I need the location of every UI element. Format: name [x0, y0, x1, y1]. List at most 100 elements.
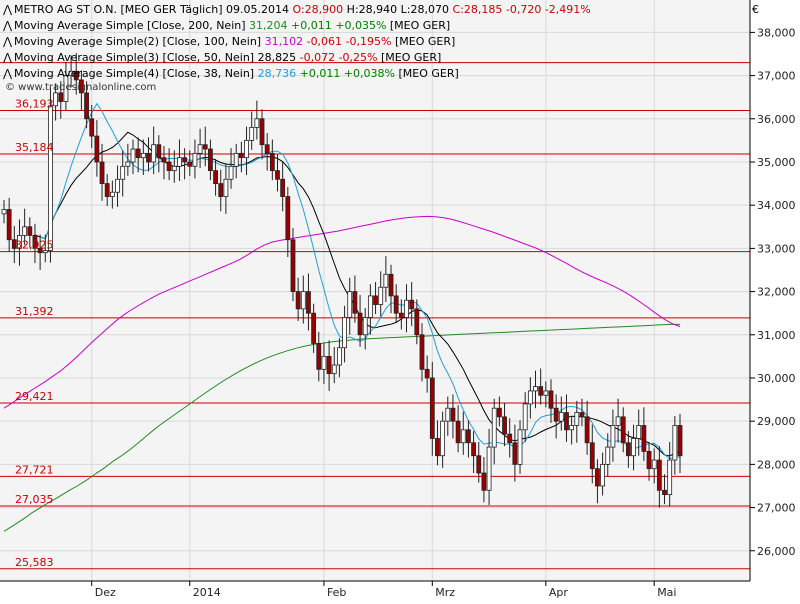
- candle[interactable]: [89, 118, 95, 137]
- candle[interactable]: [17, 235, 22, 249]
- candle[interactable]: [311, 312, 317, 344]
- candle[interactable]: [63, 75, 69, 102]
- candle[interactable]: [414, 308, 420, 336]
- candle[interactable]: [306, 291, 311, 314]
- candle[interactable]: [610, 425, 616, 448]
- legend-entry[interactable]: Moving Average Simple(2) [Close, 100, Ne…: [14, 35, 455, 48]
- candle[interactable]: [73, 70, 79, 81]
- candle[interactable]: [512, 442, 518, 465]
- candle[interactable]: [605, 446, 611, 465]
- candle[interactable]: [584, 416, 590, 444]
- candle[interactable]: [404, 299, 409, 318]
- candle[interactable]: [595, 468, 600, 487]
- candle[interactable]: [295, 291, 301, 310]
- candle[interactable]: [104, 183, 110, 197]
- legend-entry[interactable]: Moving Average Simple [Close, 200, Nein]…: [14, 19, 450, 32]
- candle[interactable]: [455, 420, 461, 444]
- candle[interactable]: [79, 79, 84, 94]
- candle[interactable]: [109, 191, 115, 197]
- candle[interactable]: [476, 455, 482, 474]
- candle[interactable]: [429, 377, 435, 439]
- candle[interactable]: [254, 118, 260, 128]
- candle[interactable]: [362, 317, 368, 336]
- candle[interactable]: [53, 92, 59, 107]
- candle[interactable]: [378, 286, 384, 305]
- candle[interactable]: [393, 295, 399, 314]
- candle[interactable]: [115, 178, 120, 193]
- candle[interactable]: [569, 425, 575, 431]
- candle[interactable]: [352, 291, 358, 314]
- candle[interactable]: [228, 165, 234, 180]
- candle[interactable]: [42, 250, 48, 254]
- candle[interactable]: [373, 295, 378, 305]
- candle[interactable]: [672, 425, 678, 461]
- candle[interactable]: [331, 364, 337, 375]
- candle[interactable]: [156, 144, 162, 159]
- candle[interactable]: [11, 239, 17, 249]
- legend-entry[interactable]: Moving Average Simple(3) [Close, 50, Nei…: [14, 51, 441, 64]
- candle[interactable]: [187, 161, 193, 167]
- candle[interactable]: [146, 152, 151, 163]
- candle[interactable]: [37, 247, 43, 254]
- candle[interactable]: [280, 178, 286, 197]
- candle[interactable]: [481, 472, 487, 491]
- candle[interactable]: [238, 152, 244, 159]
- candle[interactable]: [326, 355, 332, 375]
- candle[interactable]: [192, 152, 198, 167]
- candle[interactable]: [646, 451, 652, 470]
- candle[interactable]: [269, 152, 275, 172]
- candle[interactable]: [579, 412, 585, 418]
- candle[interactable]: [564, 412, 569, 431]
- candle[interactable]: [440, 420, 446, 457]
- candle[interactable]: [419, 334, 425, 370]
- candle[interactable]: [347, 291, 353, 318]
- candle[interactable]: [435, 438, 440, 457]
- candle[interactable]: [99, 161, 105, 184]
- candle[interactable]: [491, 407, 497, 448]
- candle[interactable]: [656, 459, 662, 491]
- candle[interactable]: [450, 407, 456, 422]
- candle[interactable]: [223, 178, 229, 197]
- candle[interactable]: [600, 463, 605, 487]
- candle[interactable]: [161, 157, 167, 163]
- candle[interactable]: [496, 407, 502, 418]
- candle[interactable]: [651, 459, 657, 470]
- candle[interactable]: [233, 152, 239, 167]
- candle[interactable]: [553, 407, 559, 422]
- candle[interactable]: [367, 295, 373, 318]
- candle[interactable]: [620, 416, 626, 444]
- candle[interactable]: [202, 144, 208, 150]
- candle[interactable]: [259, 118, 265, 146]
- candle[interactable]: [316, 343, 322, 370]
- candle[interactable]: [388, 273, 394, 297]
- candle[interactable]: [460, 429, 466, 444]
- candle[interactable]: [589, 442, 595, 470]
- candle[interactable]: [290, 239, 296, 292]
- candle[interactable]: [533, 386, 538, 392]
- candle[interactable]: [543, 390, 549, 396]
- candle[interactable]: [321, 355, 327, 370]
- candle[interactable]: [208, 148, 213, 172]
- candle[interactable]: [357, 312, 363, 336]
- candle[interactable]: [662, 489, 667, 496]
- candle[interactable]: [527, 390, 533, 405]
- candle[interactable]: [615, 416, 621, 426]
- candle[interactable]: [625, 442, 631, 457]
- candle[interactable]: [171, 165, 177, 172]
- candle[interactable]: [507, 433, 513, 444]
- candle[interactable]: [197, 144, 203, 154]
- candle[interactable]: [574, 412, 580, 426]
- candle[interactable]: [68, 70, 74, 76]
- candle[interactable]: [48, 105, 53, 251]
- candle[interactable]: [135, 148, 141, 159]
- candle[interactable]: [466, 429, 471, 444]
- candle[interactable]: [383, 273, 389, 288]
- candle[interactable]: [548, 390, 554, 409]
- candle[interactable]: [84, 92, 89, 120]
- candle[interactable]: [409, 299, 415, 310]
- candle[interactable]: [522, 403, 528, 431]
- candle[interactable]: [486, 446, 492, 491]
- candle[interactable]: [398, 312, 404, 318]
- candle[interactable]: [285, 196, 291, 241]
